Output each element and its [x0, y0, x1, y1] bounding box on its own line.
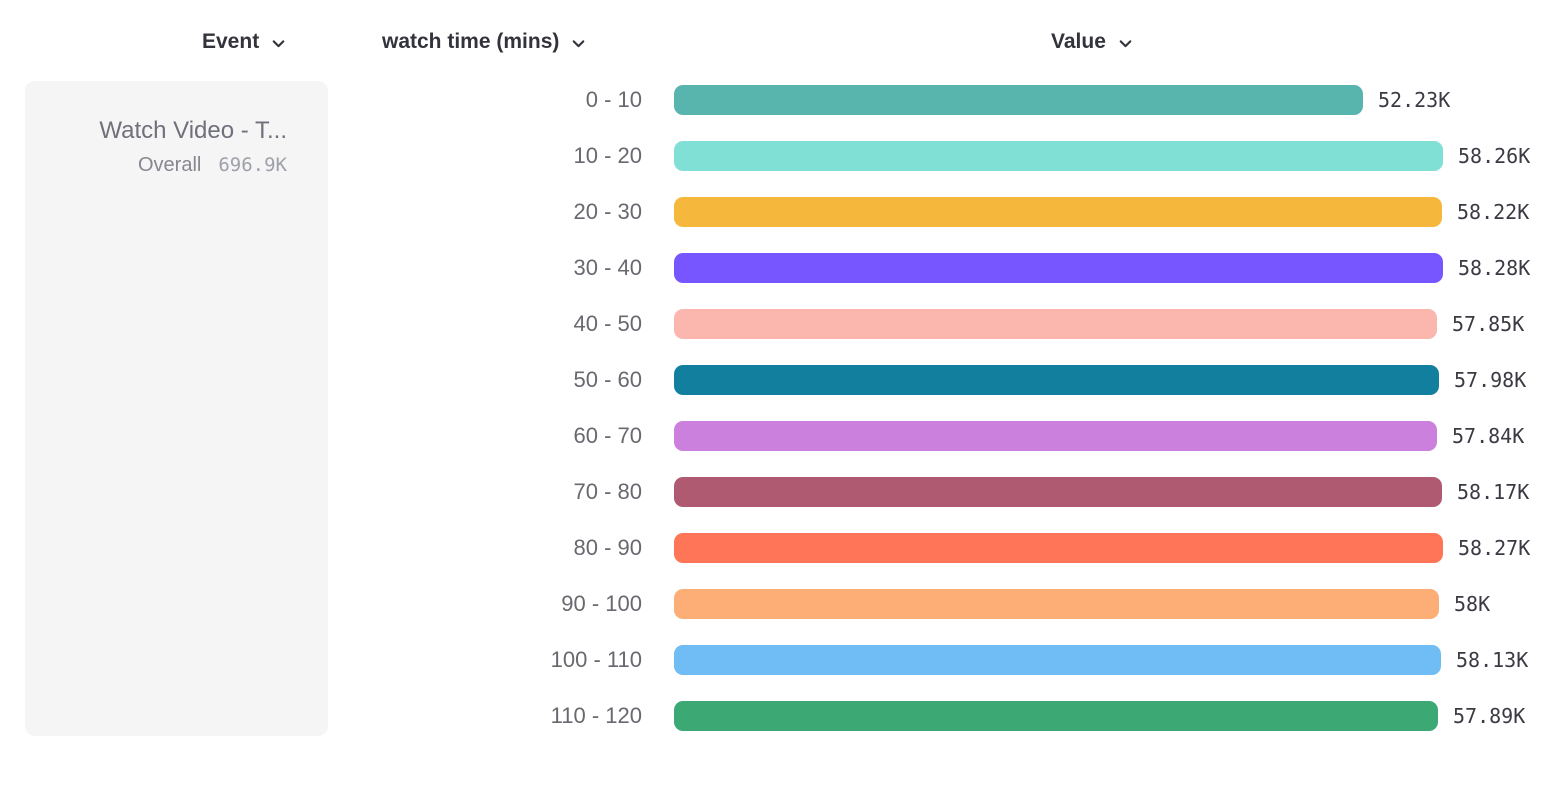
chart-row: 0 - 10 52.23K [0, 85, 1568, 115]
value-bar[interactable] [674, 421, 1437, 451]
event-title: Watch Video - T... [99, 117, 287, 144]
value-label: 57.98K [1454, 368, 1527, 392]
category-label: 80 - 90 [573, 535, 643, 560]
value-label: 52.23K [1378, 88, 1451, 112]
watch-time-column-label: watch time (mins) [382, 30, 560, 53]
category-label: 20 - 30 [573, 199, 643, 224]
category-label: 70 - 80 [573, 479, 643, 504]
value-label: 58.28K [1458, 256, 1531, 280]
event-overall-row: Overall 696.9K [138, 154, 287, 177]
value-bar[interactable] [674, 197, 1442, 227]
overall-value: 696.9K [218, 154, 287, 176]
value-column-header[interactable]: Value [1051, 27, 1134, 57]
value-bar[interactable] [674, 141, 1443, 171]
value-bar[interactable] [674, 589, 1439, 619]
category-label: 50 - 60 [573, 367, 643, 392]
chart-row: 10 - 20 58.26K [0, 141, 1568, 171]
event-card[interactable]: Watch Video - T... Overall 696.9K [25, 81, 328, 736]
value-label: 58.27K [1458, 536, 1531, 560]
value-label: 58.22K [1457, 200, 1530, 224]
value-label: 57.85K [1452, 312, 1525, 336]
value-bar[interactable] [674, 533, 1443, 563]
value-label: 58.17K [1457, 480, 1530, 504]
chart-row: 20 - 30 58.22K [0, 197, 1568, 227]
chevron-down-icon[interactable] [270, 35, 287, 52]
category-label: 10 - 20 [573, 143, 643, 168]
chevron-down-icon[interactable] [570, 35, 587, 52]
category-label: 0 - 10 [585, 87, 642, 112]
value-label: 58.13K [1456, 648, 1529, 672]
chart-row: 100 - 110 58.13K [0, 645, 1568, 675]
chart-row: 50 - 60 57.98K [0, 365, 1568, 395]
chevron-down-icon[interactable] [1117, 35, 1134, 52]
chart-row: 40 - 50 57.85K [0, 309, 1568, 339]
event-column-label: Event [202, 30, 260, 53]
chart-row: 60 - 70 57.84K [0, 421, 1568, 451]
category-label: 100 - 110 [550, 647, 642, 672]
value-bar[interactable] [674, 477, 1442, 507]
value-column-label: Value [1051, 30, 1106, 53]
value-bar[interactable] [674, 309, 1437, 339]
chart-row: 30 - 40 58.28K [0, 253, 1568, 283]
chart-row: 80 - 90 58.27K [0, 533, 1568, 563]
category-label: 110 - 120 [550, 703, 642, 728]
value-bar[interactable] [674, 253, 1443, 283]
value-bar[interactable] [674, 645, 1441, 675]
value-bar[interactable] [674, 365, 1439, 395]
chart-row: 70 - 80 58.17K [0, 477, 1568, 507]
value-label: 58K [1454, 592, 1491, 616]
chart-row: 90 - 100 58K [0, 589, 1568, 619]
value-bar[interactable] [674, 85, 1363, 115]
value-bar[interactable] [674, 701, 1438, 731]
value-label: 57.84K [1452, 424, 1525, 448]
event-column-header[interactable]: Event [202, 27, 287, 57]
chart-row: 110 - 120 57.89K [0, 701, 1568, 731]
category-label: 60 - 70 [573, 423, 643, 448]
overall-label: Overall [138, 154, 202, 176]
category-label: 90 - 100 [561, 591, 642, 616]
value-label: 57.89K [1453, 704, 1526, 728]
watch-time-column-header[interactable]: watch time (mins) [382, 27, 587, 57]
category-label: 40 - 50 [573, 311, 643, 336]
value-label: 58.26K [1458, 144, 1531, 168]
category-label: 30 - 40 [573, 255, 643, 280]
